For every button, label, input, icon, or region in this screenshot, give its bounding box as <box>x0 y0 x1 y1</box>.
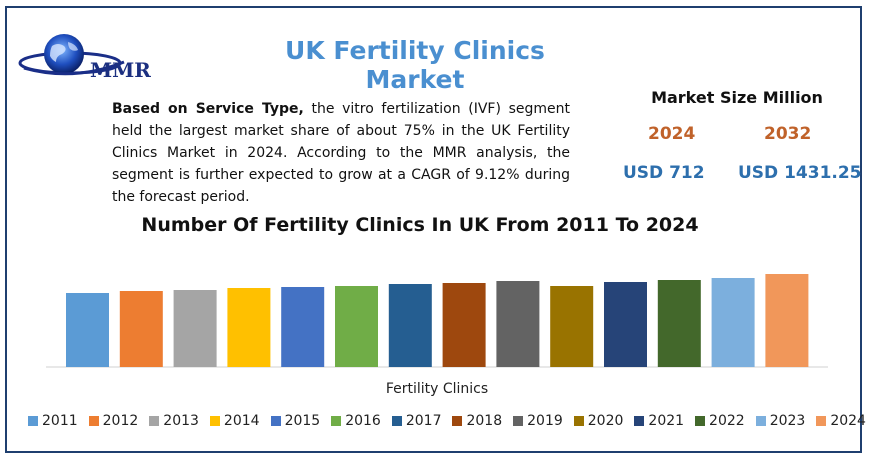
legend-label: 2017 <box>405 413 442 429</box>
legend-label: 2021 <box>648 413 685 429</box>
legend-label: 2013 <box>163 413 199 429</box>
bar-2011 <box>66 293 109 367</box>
legend-item-2019: 2019 <box>513 413 563 429</box>
legend-label: 2019 <box>527 413 563 429</box>
legend-swatch <box>513 416 524 426</box>
legend-item-2014: 2014 <box>209 413 260 429</box>
legend-item-2016: 2016 <box>331 413 381 429</box>
legend-item-2021: 2021 <box>634 413 684 429</box>
market-size-value-end: USD 1431.25 <box>738 163 862 183</box>
legend-swatch <box>270 416 281 426</box>
legend-item-2022: 2022 <box>695 413 745 429</box>
description-paragraph: Based on Service Type, the vitro fertili… <box>112 98 570 208</box>
legend-item-2015: 2015 <box>270 413 321 429</box>
bar-2018 <box>442 283 486 367</box>
market-size-title: Market Size Million <box>651 88 823 107</box>
legend-swatch <box>209 416 220 426</box>
bar-2013 <box>173 290 217 367</box>
legend-label: 2022 <box>709 413 745 429</box>
legend-item-2012: 2012 <box>88 413 139 429</box>
page-title: UK Fertility Clinics Market <box>285 36 545 94</box>
bar-2021 <box>604 282 647 367</box>
outer-frame <box>5 6 862 453</box>
bar-2022 <box>657 280 701 367</box>
legend-label: 2024 <box>830 413 866 429</box>
legend-item-2023: 2023 <box>755 413 806 429</box>
legend-item-2024: 2024 <box>816 413 866 429</box>
bar-2020 <box>550 286 594 367</box>
legend-item-2017: 2017 <box>391 413 442 429</box>
legend-label: 2018 <box>466 413 503 429</box>
legend-swatch <box>816 416 827 426</box>
legend-label: 2016 <box>345 413 381 429</box>
bar-2017 <box>388 284 432 367</box>
legend-swatch <box>695 416 706 426</box>
bar-2014 <box>227 288 271 367</box>
legend-item-2018: 2018 <box>452 413 502 429</box>
bar-2015 <box>281 287 325 367</box>
legend-item-2020: 2020 <box>573 413 624 429</box>
chart-title: Number Of Fertility Clinics In UK From 2… <box>141 214 699 236</box>
legend-label: 2014 <box>223 413 260 429</box>
bar-2019 <box>496 281 540 367</box>
legend-item-2011: 2011 <box>28 413 78 429</box>
legend-label: 2020 <box>587 413 624 429</box>
description-text: the vitro fertilization (IVF) segment he… <box>112 101 570 205</box>
mmr-logo: MMR <box>18 30 178 86</box>
legend-label: 2015 <box>284 413 321 429</box>
legend-swatch <box>634 416 645 426</box>
bar-2016 <box>335 286 378 367</box>
legend-label: 2011 <box>42 413 78 429</box>
description-bold: Based on Service Type, <box>112 101 304 117</box>
bar-2012 <box>119 291 163 367</box>
legend-item-2013: 2013 <box>149 413 199 429</box>
legend-label: 2023 <box>769 413 806 429</box>
globe-icon <box>18 34 125 76</box>
legend-swatch <box>331 416 342 426</box>
market-size-value-start: USD 712 <box>623 163 705 183</box>
legend-swatch <box>755 416 766 426</box>
legend-swatch <box>28 416 38 426</box>
bar-2024 <box>765 274 809 367</box>
market-size-year-end: 2032 <box>764 124 812 144</box>
chart-legend: 2011 2012 2013 2014 2015 2016 2017 2018 2019 2020… <box>28 411 866 431</box>
legend-swatch <box>391 416 402 426</box>
legend-swatch <box>88 416 99 426</box>
legend-swatch <box>452 416 463 426</box>
legend-label: 2012 <box>102 413 139 429</box>
logo-text: MMR <box>90 58 151 82</box>
market-size-year-start: 2024 <box>648 124 696 144</box>
legend-swatch <box>149 416 160 426</box>
x-axis-label: Fertility Clinics <box>385 381 489 397</box>
legend-swatch <box>573 416 584 426</box>
bar-2023 <box>711 278 755 367</box>
